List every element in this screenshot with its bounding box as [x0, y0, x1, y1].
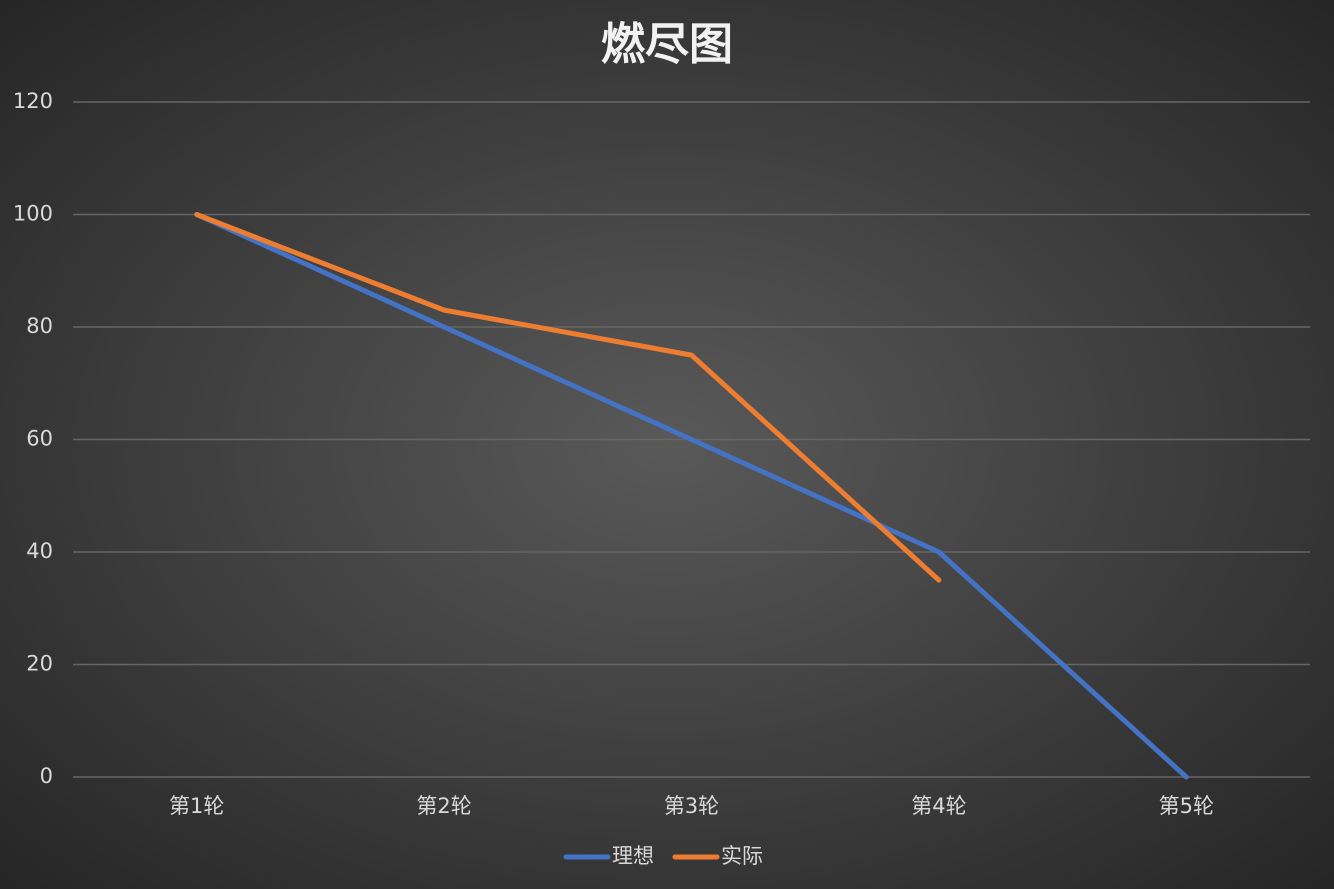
y-tick-label: 40: [26, 539, 53, 563]
y-tick-label: 100: [13, 202, 53, 226]
x-tick-label: 第2轮: [416, 794, 471, 818]
y-tick-label: 60: [26, 427, 53, 451]
legend-label: 实际: [721, 844, 763, 868]
y-tick-label: 120: [13, 89, 53, 113]
y-tick-label: 80: [26, 314, 53, 338]
y-tick-label: 20: [26, 652, 53, 676]
x-tick-label: 第3轮: [664, 794, 719, 818]
x-tick-label: 第4轮: [911, 794, 966, 818]
x-tick-label: 第1轮: [169, 794, 224, 818]
series-line: [194, 212, 1189, 780]
y-tick-label: 0: [40, 764, 53, 788]
x-tick-label: 第5轮: [1159, 794, 1214, 818]
chart-title: 燃尽图: [601, 19, 733, 70]
series-line: [194, 212, 942, 583]
legend-label: 理想: [612, 844, 654, 868]
